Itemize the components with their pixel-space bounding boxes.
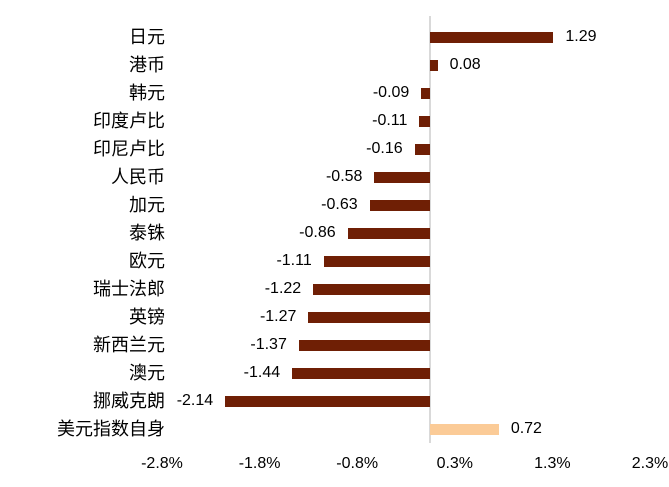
value-label: -1.37	[250, 336, 287, 353]
category-label: 澳元	[129, 363, 165, 383]
value-label: -1.27	[259, 308, 297, 325]
value-label: -0.58	[325, 168, 363, 185]
bar	[313, 283, 430, 295]
value-label: -0.63	[321, 196, 358, 213]
bar	[429, 423, 499, 435]
value-label: -1.22	[264, 280, 302, 297]
value-label: 1.29	[565, 28, 597, 45]
category-label: 加元	[129, 195, 165, 215]
value-label: -0.86	[299, 224, 336, 241]
x-tick-label: -1.8%	[238, 455, 281, 472]
bar	[374, 171, 430, 183]
value-label: -1.11	[276, 252, 312, 269]
category-label: 美元指数自身	[57, 419, 165, 439]
value-label: 0.08	[449, 56, 481, 73]
value-label: -1.44	[243, 364, 281, 381]
bar	[225, 395, 430, 407]
category-label: 挪威克朗	[93, 391, 165, 411]
category-label: 韩元	[129, 83, 165, 103]
category-label: 日元	[129, 27, 165, 47]
category-label: 人民币	[111, 167, 165, 187]
category-label: 英镑	[129, 307, 165, 327]
x-tick-label: 1.3%	[534, 455, 571, 472]
x-tick-label: -0.8%	[336, 455, 379, 472]
category-label: 新西兰元	[93, 335, 165, 355]
value-label: 0.72	[510, 420, 542, 437]
bar	[421, 87, 430, 99]
value-label: -0.09	[372, 84, 410, 101]
category-label: 瑞士法郎	[93, 279, 165, 299]
category-label: 港币	[129, 55, 165, 75]
value-label: -0.11	[372, 112, 408, 129]
category-label: 印度卢比	[93, 111, 165, 131]
value-label: -2.14	[176, 392, 214, 409]
category-label: 泰铢	[129, 223, 165, 243]
bar	[419, 115, 430, 127]
category-label: 印尼卢比	[93, 139, 165, 159]
category-label: 欧元	[129, 251, 165, 271]
bar	[298, 339, 430, 351]
x-tick-label: 2.3%	[631, 455, 669, 472]
bar	[308, 311, 430, 323]
x-tick-label: 0.3%	[436, 455, 474, 472]
bar	[369, 199, 430, 211]
bar	[414, 143, 430, 155]
zero-axis-line	[428, 16, 431, 443]
bar	[429, 59, 438, 71]
x-tick-label: -2.8%	[141, 455, 183, 472]
bar	[429, 31, 554, 43]
bar	[323, 255, 430, 267]
bar	[292, 367, 430, 379]
bar	[347, 227, 430, 239]
value-label: -0.16	[366, 140, 403, 157]
